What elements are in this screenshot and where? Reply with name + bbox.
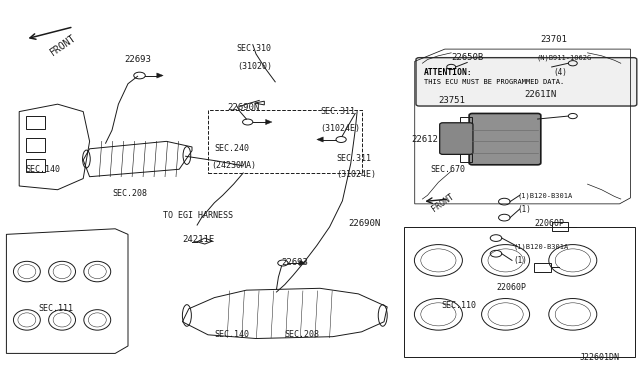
Text: 22693: 22693 <box>282 258 308 267</box>
Text: SEC.670: SEC.670 <box>430 165 465 174</box>
Text: 23701: 23701 <box>541 35 568 44</box>
Text: 24211E: 24211E <box>182 235 214 244</box>
Text: SEC.310: SEC.310 <box>237 44 272 53</box>
Text: (1)B120-B301A: (1)B120-B301A <box>517 192 572 199</box>
Text: SEC.311: SEC.311 <box>320 107 355 116</box>
Text: (31024E): (31024E) <box>320 124 360 133</box>
Text: FRONT: FRONT <box>48 32 78 57</box>
Text: TO EGI HARNESS: TO EGI HARNESS <box>163 211 233 220</box>
Polygon shape <box>317 137 323 142</box>
Text: 22690N: 22690N <box>349 219 381 228</box>
Text: 22650B: 22650B <box>451 53 483 62</box>
Polygon shape <box>266 119 272 125</box>
Text: (24230MA): (24230MA) <box>211 161 256 170</box>
Text: 23751: 23751 <box>438 96 465 105</box>
Text: SEC.240: SEC.240 <box>214 144 250 153</box>
Text: (4): (4) <box>554 68 568 77</box>
Text: 22060P: 22060P <box>534 219 564 228</box>
Text: 22612: 22612 <box>411 135 438 144</box>
Polygon shape <box>157 73 163 78</box>
Text: SEC.111: SEC.111 <box>38 304 74 313</box>
Text: (31020): (31020) <box>237 62 272 71</box>
Text: FRONT: FRONT <box>430 192 456 214</box>
Text: 22693: 22693 <box>125 55 152 64</box>
Text: 22060P: 22060P <box>496 283 526 292</box>
FancyBboxPatch shape <box>440 123 473 154</box>
Text: (1): (1) <box>517 205 531 214</box>
Text: ATTENTION:: ATTENTION: <box>424 68 473 77</box>
Text: SEC.140: SEC.140 <box>26 165 61 174</box>
Text: (31024E): (31024E) <box>336 170 376 179</box>
Text: SEC.208: SEC.208 <box>285 330 320 339</box>
Text: (1)B120-B301A: (1)B120-B301A <box>513 243 568 250</box>
Text: J22601DN: J22601DN <box>579 353 620 362</box>
Text: 22690N: 22690N <box>227 103 259 112</box>
Text: (1): (1) <box>513 256 527 265</box>
Text: 2261IN: 2261IN <box>525 90 557 99</box>
Text: SEC.311: SEC.311 <box>336 154 371 163</box>
Polygon shape <box>300 260 306 266</box>
Text: SEC.140: SEC.140 <box>214 330 250 339</box>
Text: (N)B911-1062G: (N)B911-1062G <box>536 54 591 61</box>
Text: SEC.110: SEC.110 <box>442 301 477 310</box>
Text: SEC.208: SEC.208 <box>112 189 147 198</box>
FancyBboxPatch shape <box>469 113 541 165</box>
FancyBboxPatch shape <box>416 58 637 106</box>
Text: THIS ECU MUST BE PROGRAMMED DATA.: THIS ECU MUST BE PROGRAMMED DATA. <box>424 79 564 85</box>
